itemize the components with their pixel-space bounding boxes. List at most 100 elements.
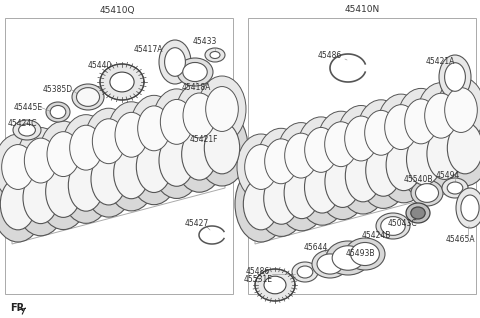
- Ellipse shape: [425, 93, 457, 138]
- Text: 45486: 45486: [318, 51, 342, 59]
- Ellipse shape: [397, 88, 445, 155]
- Bar: [5, 18, 233, 294]
- Ellipse shape: [417, 83, 465, 149]
- Ellipse shape: [296, 149, 348, 225]
- Ellipse shape: [398, 121, 450, 197]
- Ellipse shape: [317, 111, 365, 177]
- Ellipse shape: [204, 122, 240, 174]
- Text: 45421A: 45421A: [425, 58, 455, 66]
- Ellipse shape: [83, 141, 135, 217]
- Ellipse shape: [358, 132, 409, 208]
- Text: 45494: 45494: [436, 170, 460, 179]
- Text: 45445E: 45445E: [13, 102, 43, 112]
- Ellipse shape: [62, 115, 110, 181]
- Ellipse shape: [381, 217, 405, 235]
- Ellipse shape: [173, 116, 225, 192]
- Ellipse shape: [317, 144, 369, 220]
- Ellipse shape: [350, 243, 379, 266]
- Ellipse shape: [442, 178, 468, 198]
- Ellipse shape: [177, 58, 213, 86]
- Ellipse shape: [115, 112, 148, 157]
- Ellipse shape: [437, 77, 480, 143]
- Ellipse shape: [19, 124, 36, 136]
- Ellipse shape: [13, 120, 41, 140]
- Ellipse shape: [447, 182, 463, 194]
- Ellipse shape: [416, 183, 439, 202]
- Ellipse shape: [205, 86, 238, 131]
- Ellipse shape: [210, 52, 220, 59]
- Ellipse shape: [100, 64, 144, 100]
- Text: 45540B: 45540B: [403, 176, 433, 184]
- Ellipse shape: [312, 250, 348, 278]
- Ellipse shape: [175, 82, 223, 149]
- Ellipse shape: [285, 133, 317, 178]
- Ellipse shape: [235, 166, 287, 242]
- Ellipse shape: [284, 167, 320, 219]
- Ellipse shape: [0, 178, 36, 230]
- Ellipse shape: [138, 106, 170, 151]
- Ellipse shape: [1, 145, 35, 190]
- Ellipse shape: [292, 262, 318, 282]
- Ellipse shape: [447, 122, 480, 174]
- Text: 45410Q: 45410Q: [99, 5, 135, 15]
- Ellipse shape: [439, 110, 480, 186]
- Text: 45043C: 45043C: [387, 219, 417, 229]
- Ellipse shape: [297, 117, 345, 183]
- Ellipse shape: [264, 139, 297, 184]
- Ellipse shape: [183, 62, 207, 81]
- Text: FR: FR: [10, 303, 24, 313]
- Text: 45644: 45644: [304, 244, 328, 252]
- Ellipse shape: [324, 122, 357, 167]
- Ellipse shape: [406, 203, 430, 223]
- Text: 45465A: 45465A: [445, 236, 475, 245]
- Ellipse shape: [378, 127, 430, 203]
- Ellipse shape: [165, 48, 185, 76]
- Ellipse shape: [257, 128, 305, 194]
- Ellipse shape: [255, 160, 307, 236]
- Ellipse shape: [332, 246, 364, 270]
- Ellipse shape: [46, 102, 70, 122]
- Ellipse shape: [160, 100, 193, 144]
- Ellipse shape: [427, 128, 462, 179]
- Text: 45427: 45427: [185, 219, 209, 229]
- Ellipse shape: [264, 276, 286, 294]
- Ellipse shape: [110, 72, 134, 92]
- Ellipse shape: [198, 76, 246, 142]
- Bar: [248, 18, 476, 294]
- Ellipse shape: [245, 145, 277, 190]
- Ellipse shape: [108, 102, 156, 168]
- Ellipse shape: [114, 147, 149, 199]
- Ellipse shape: [444, 63, 466, 91]
- Ellipse shape: [159, 40, 191, 84]
- Ellipse shape: [196, 110, 248, 186]
- Text: 45433: 45433: [193, 38, 217, 46]
- Ellipse shape: [419, 116, 470, 192]
- Text: 45421F: 45421F: [190, 135, 218, 144]
- Ellipse shape: [105, 135, 157, 211]
- Ellipse shape: [23, 172, 59, 224]
- Ellipse shape: [277, 123, 325, 189]
- Ellipse shape: [325, 156, 360, 207]
- Ellipse shape: [76, 88, 99, 106]
- Ellipse shape: [37, 154, 89, 230]
- Text: 45424B: 45424B: [361, 232, 391, 240]
- Ellipse shape: [386, 139, 421, 190]
- Ellipse shape: [84, 108, 132, 174]
- Ellipse shape: [337, 106, 385, 171]
- Text: 45531E: 45531E: [243, 274, 273, 284]
- Ellipse shape: [366, 145, 401, 196]
- Ellipse shape: [384, 105, 417, 149]
- Ellipse shape: [305, 128, 337, 172]
- Ellipse shape: [153, 89, 201, 155]
- Ellipse shape: [130, 95, 178, 161]
- Text: 45493B: 45493B: [345, 248, 375, 258]
- Ellipse shape: [17, 128, 65, 194]
- Ellipse shape: [91, 153, 126, 205]
- Ellipse shape: [24, 138, 57, 183]
- Ellipse shape: [39, 121, 87, 187]
- Ellipse shape: [461, 195, 479, 221]
- Ellipse shape: [326, 241, 370, 275]
- Ellipse shape: [411, 207, 425, 219]
- Ellipse shape: [183, 93, 216, 138]
- Ellipse shape: [205, 48, 225, 62]
